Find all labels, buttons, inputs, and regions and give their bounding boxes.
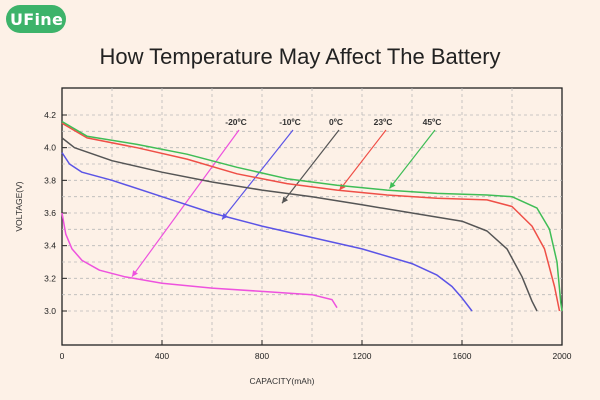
series-arrowhead-0: [132, 270, 138, 277]
series-line-4: [61, 120, 563, 312]
series-arrow-line-2: [281, 129, 340, 204]
x-tick-label: 2000: [553, 351, 572, 361]
x-tick-label: 800: [255, 351, 269, 361]
y-tick-label: 3.4: [44, 241, 56, 251]
series-label-1: -10ºC: [279, 117, 301, 127]
series-arrow-line-3: [339, 129, 387, 191]
series-arrow-line-4: [389, 129, 436, 189]
series-label-3: 23ºC: [374, 117, 393, 127]
series-arrow-line-1: [221, 129, 294, 220]
series-arrowhead-1: [222, 212, 229, 220]
series-arrow-line-0: [131, 129, 240, 278]
y-tick-label: 3.2: [44, 273, 56, 283]
page-title: How Temperature May Affect The Battery: [99, 44, 501, 69]
x-axis-label: CAPACITY(mAh): [249, 376, 314, 386]
x-tick-label: 400: [155, 351, 169, 361]
logo-text: UFine: [10, 10, 64, 29]
x-tick-label: 1600: [453, 351, 472, 361]
series-label-0: -20ºC: [225, 117, 247, 127]
series-arrowhead-2: [282, 196, 289, 204]
ufine-logo-icon: [6, 5, 66, 33]
x-tick-label: 0: [60, 351, 65, 361]
y-tick-label: 3.6: [44, 208, 56, 218]
series-label-4: 45ºC: [423, 117, 442, 127]
x-tick-label: 1200: [353, 351, 372, 361]
y-tick-label: 4.2: [44, 110, 56, 120]
series-line-1: [61, 152, 473, 312]
y-tick-label: 3.0: [44, 306, 56, 316]
series-arrowhead-4: [389, 181, 396, 189]
series-line-0: [61, 212, 338, 309]
y-axis-label: VOLTAGE(V): [14, 181, 24, 231]
series-label-2: 0ºC: [329, 117, 343, 127]
series-line-2: [61, 137, 538, 312]
y-tick-label: 4.0: [44, 143, 56, 153]
y-tick-label: 3.8: [44, 175, 56, 185]
series-line-3: [61, 122, 561, 312]
